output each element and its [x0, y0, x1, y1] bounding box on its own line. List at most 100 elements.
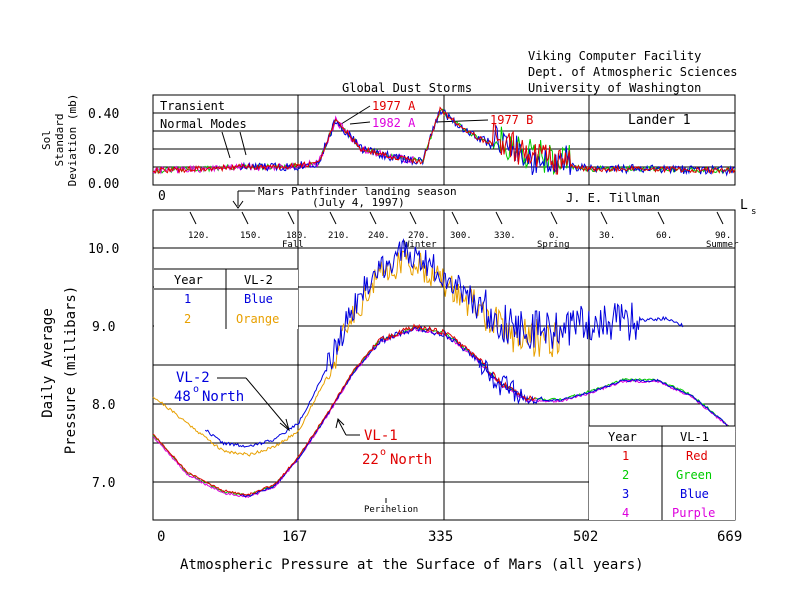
facility-line-3: University of Washington [528, 81, 701, 95]
main-ytick-10.0: 10.0 [88, 242, 119, 257]
ls-tick-mark [287, 211, 295, 225]
vl1-legend-color-1: Red [686, 449, 708, 463]
top-ylabel: Sol Standard Deviation (mb) [40, 94, 79, 187]
facility-line-2: Dept. of Atmospheric Sciences [528, 65, 738, 79]
ls-tick-mark [451, 211, 459, 225]
pathfinder-date: (July 4, 1997) [312, 196, 405, 209]
perihelion-label: Perihelion [364, 505, 418, 515]
vl2-year2-line [152, 249, 562, 457]
ls-tick-mark [716, 211, 724, 225]
vl2-annotation-lat: 48 [174, 389, 191, 405]
main-series-group [152, 238, 736, 499]
vl2-legend-col1: Year [174, 273, 203, 287]
vl1-annotation-arrow-line [337, 419, 347, 436]
vl1-legend-col1: Year [608, 430, 637, 444]
main-ytick-7.0: 7.0 [92, 476, 115, 491]
vl2-arrow-icon [279, 418, 290, 432]
top-red-line [152, 106, 736, 175]
ls-tick-mark [369, 211, 377, 225]
top-ytick-0.00: 0.00 [88, 177, 119, 192]
ls-axis-label: L [740, 198, 748, 213]
vl1-legend-year-4: 4 [622, 506, 629, 520]
top-panel: 0.40 0.20 0.00 Sol Standard Deviation (m… [40, 81, 736, 204]
season-label: Winter [404, 240, 437, 250]
vl2-annotation-name: VL-2 [176, 370, 210, 386]
storm-1977a-label: 1977 A [372, 99, 416, 113]
chart-main-title: Atmospheric Pressure at the Surface of M… [180, 557, 644, 573]
ls-tick-mark [657, 211, 665, 225]
facility-block: Viking Computer Facility Dept. of Atmosp… [528, 49, 738, 95]
vl2-legend-year-1: 1 [184, 292, 191, 306]
vl1-annotation-degree: o [380, 447, 386, 458]
ls-axis-subscript: s [751, 207, 756, 217]
main-ylabel-line-2: Pressure (millibars) [63, 286, 79, 455]
main-xtick-669: 669 [717, 529, 742, 545]
ls-tick-label: 0. [549, 231, 560, 241]
vl1-legend-color-3: Blue [680, 487, 709, 501]
ls-tick-label: 180. [286, 231, 308, 241]
season-label: Fall [282, 240, 304, 250]
top-x-start-label: 0 [158, 189, 166, 204]
vl1-annotation-name: VL-1 [364, 428, 398, 444]
vl1-arrow-icon [335, 418, 345, 429]
top-ylabel-line-1: Sol [40, 130, 53, 150]
main-ylabel-line-1: Daily Average [40, 308, 56, 418]
storm-1982a-label: 1982 A [372, 116, 416, 130]
vl1-annotation: VL-1 22 o North [335, 418, 432, 468]
lander-1-label: Lander 1 [628, 113, 691, 128]
vl1-year3-storm-line [478, 359, 523, 405]
ls-tick-label: 150. [240, 231, 262, 241]
vl1-legend-year-3: 3 [622, 487, 629, 501]
main-ytick-9.0: 9.0 [92, 320, 115, 335]
vl2-legend-color-1: Blue [244, 292, 273, 306]
vl1-annotation-lat: 22 [362, 452, 379, 468]
ls-axis-group: Mars Pathfinder landing season (July 4, … [188, 185, 756, 250]
storm-1977b-label: 1977 B [490, 113, 533, 127]
ls-tick-mark [329, 211, 337, 225]
vl1-legend-year-2: 2 [622, 468, 629, 482]
ls-tick-label: 120. [188, 231, 210, 241]
vl2-annotation-dir: North [202, 389, 244, 405]
ls-tick-label: 270. [408, 231, 430, 241]
ls-tick-label: 60. [656, 231, 672, 241]
ls-tick-mark [241, 211, 249, 225]
vl1-year1-line [152, 323, 536, 496]
dust-storms-title: Global Dust Storms [342, 81, 472, 95]
ls-tick-mark [189, 211, 197, 225]
ls-tick-label: 240. [368, 231, 390, 241]
vl2-legend-col2: VL-2 [244, 273, 273, 287]
facility-line-1: Viking Computer Facility [528, 49, 701, 63]
main-xtick-502: 502 [573, 529, 598, 545]
vl2-annotation-arrow-line [245, 377, 289, 429]
season-label: Summer [706, 240, 739, 250]
main-xtick-0: 0 [157, 529, 165, 545]
storm-1977b-arrow [435, 119, 489, 123]
ls-tick-label: 30. [599, 231, 615, 241]
transient-label: Transient [160, 99, 225, 113]
vl1-legend-col2: VL-1 [680, 430, 709, 444]
main-panel: 10.0 9.0 8.0 7.0 Daily Average Pressure … [40, 209, 742, 545]
vl2-annotation-degree: o [193, 384, 199, 395]
ls-tick-label: 90. [715, 231, 731, 241]
vl2-annotation: VL-2 48 o North [174, 370, 290, 432]
top-series-group [152, 106, 736, 177]
main-xtick-335: 335 [428, 529, 453, 545]
vl1-legend-color-4: Purple [672, 506, 715, 520]
storm-1982a-arrow [349, 121, 371, 125]
ls-tick-mark [409, 211, 417, 225]
vl1-year3-line [239, 325, 735, 498]
storm-1977a-arrow [337, 105, 371, 127]
vl1-legend: Year VL-1 1 Red 2 Green 3 Blue 4 Purple [589, 425, 735, 520]
top-ylabel-line-2: Standard [53, 114, 66, 167]
ls-tick-label: 300. [450, 231, 472, 241]
ls-tick-label: 330. [494, 231, 516, 241]
vl2-legend-color-2: Orange [236, 312, 279, 326]
vl1-legend-color-2: Green [676, 468, 712, 482]
author-label: J. E. Tillman [566, 191, 660, 205]
pathfinder-arrow-icon [232, 200, 244, 209]
transient-arrow-2 [239, 131, 247, 156]
transient-arrow-1 [221, 131, 231, 159]
top-ylabel-line-3: Deviation (mb) [66, 94, 79, 187]
ls-tick-mark [600, 211, 608, 225]
